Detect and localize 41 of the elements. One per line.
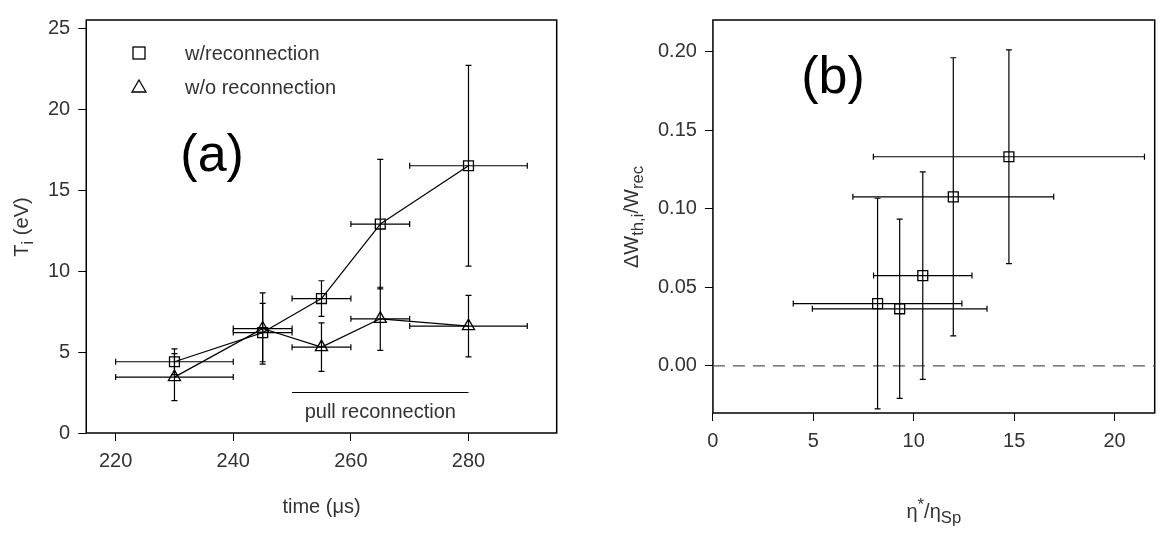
point [947,191,959,203]
point [255,320,270,333]
y-tick-label: 15 [48,177,71,200]
point [462,160,475,172]
legend-label: w/o reconnection [185,75,337,99]
point [168,356,181,368]
y-tick-label: 5 [59,339,71,362]
annotation: pull reconnection [304,400,456,423]
point [167,369,182,382]
x-tick-label: 5 [807,428,819,451]
x-tick-label: 260 [334,448,368,471]
y-tick-label: 20 [48,96,71,119]
point [461,318,476,331]
y-tick-label: 0.00 [657,353,697,376]
x-tick-label: 280 [451,448,486,471]
x-axis-title: η$^{*}$/η$_{Sp}$ [906,495,962,528]
x-tick-label: 0 [707,428,719,451]
y-tick-label: 25 [48,15,71,38]
x-tick-label: 15 [1003,428,1026,451]
annotation: (a) [180,123,244,182]
point [374,218,386,230]
legend-label: w/reconnection [185,41,320,65]
y-tick-label: 0.10 [657,196,697,219]
x-tick-label: 20 [1103,428,1126,451]
y-tick-label: 0.20 [657,38,697,61]
x-tick-label: 10 [902,428,925,451]
x-tick-label: 220 [98,448,133,471]
x-axis-title: time (μs) [282,495,361,518]
point [257,326,269,339]
point [917,270,929,282]
y-tick-label: 0.05 [657,274,697,297]
x-tick-label: 240 [216,448,250,471]
point [315,292,328,305]
annotation: (b) [801,46,865,105]
point [1003,151,1015,163]
point [314,339,329,352]
point [894,303,906,315]
point [871,297,884,310]
y-tick-label: 10 [48,258,71,281]
y-tick-label: 0.15 [657,117,697,140]
point [373,311,387,323]
